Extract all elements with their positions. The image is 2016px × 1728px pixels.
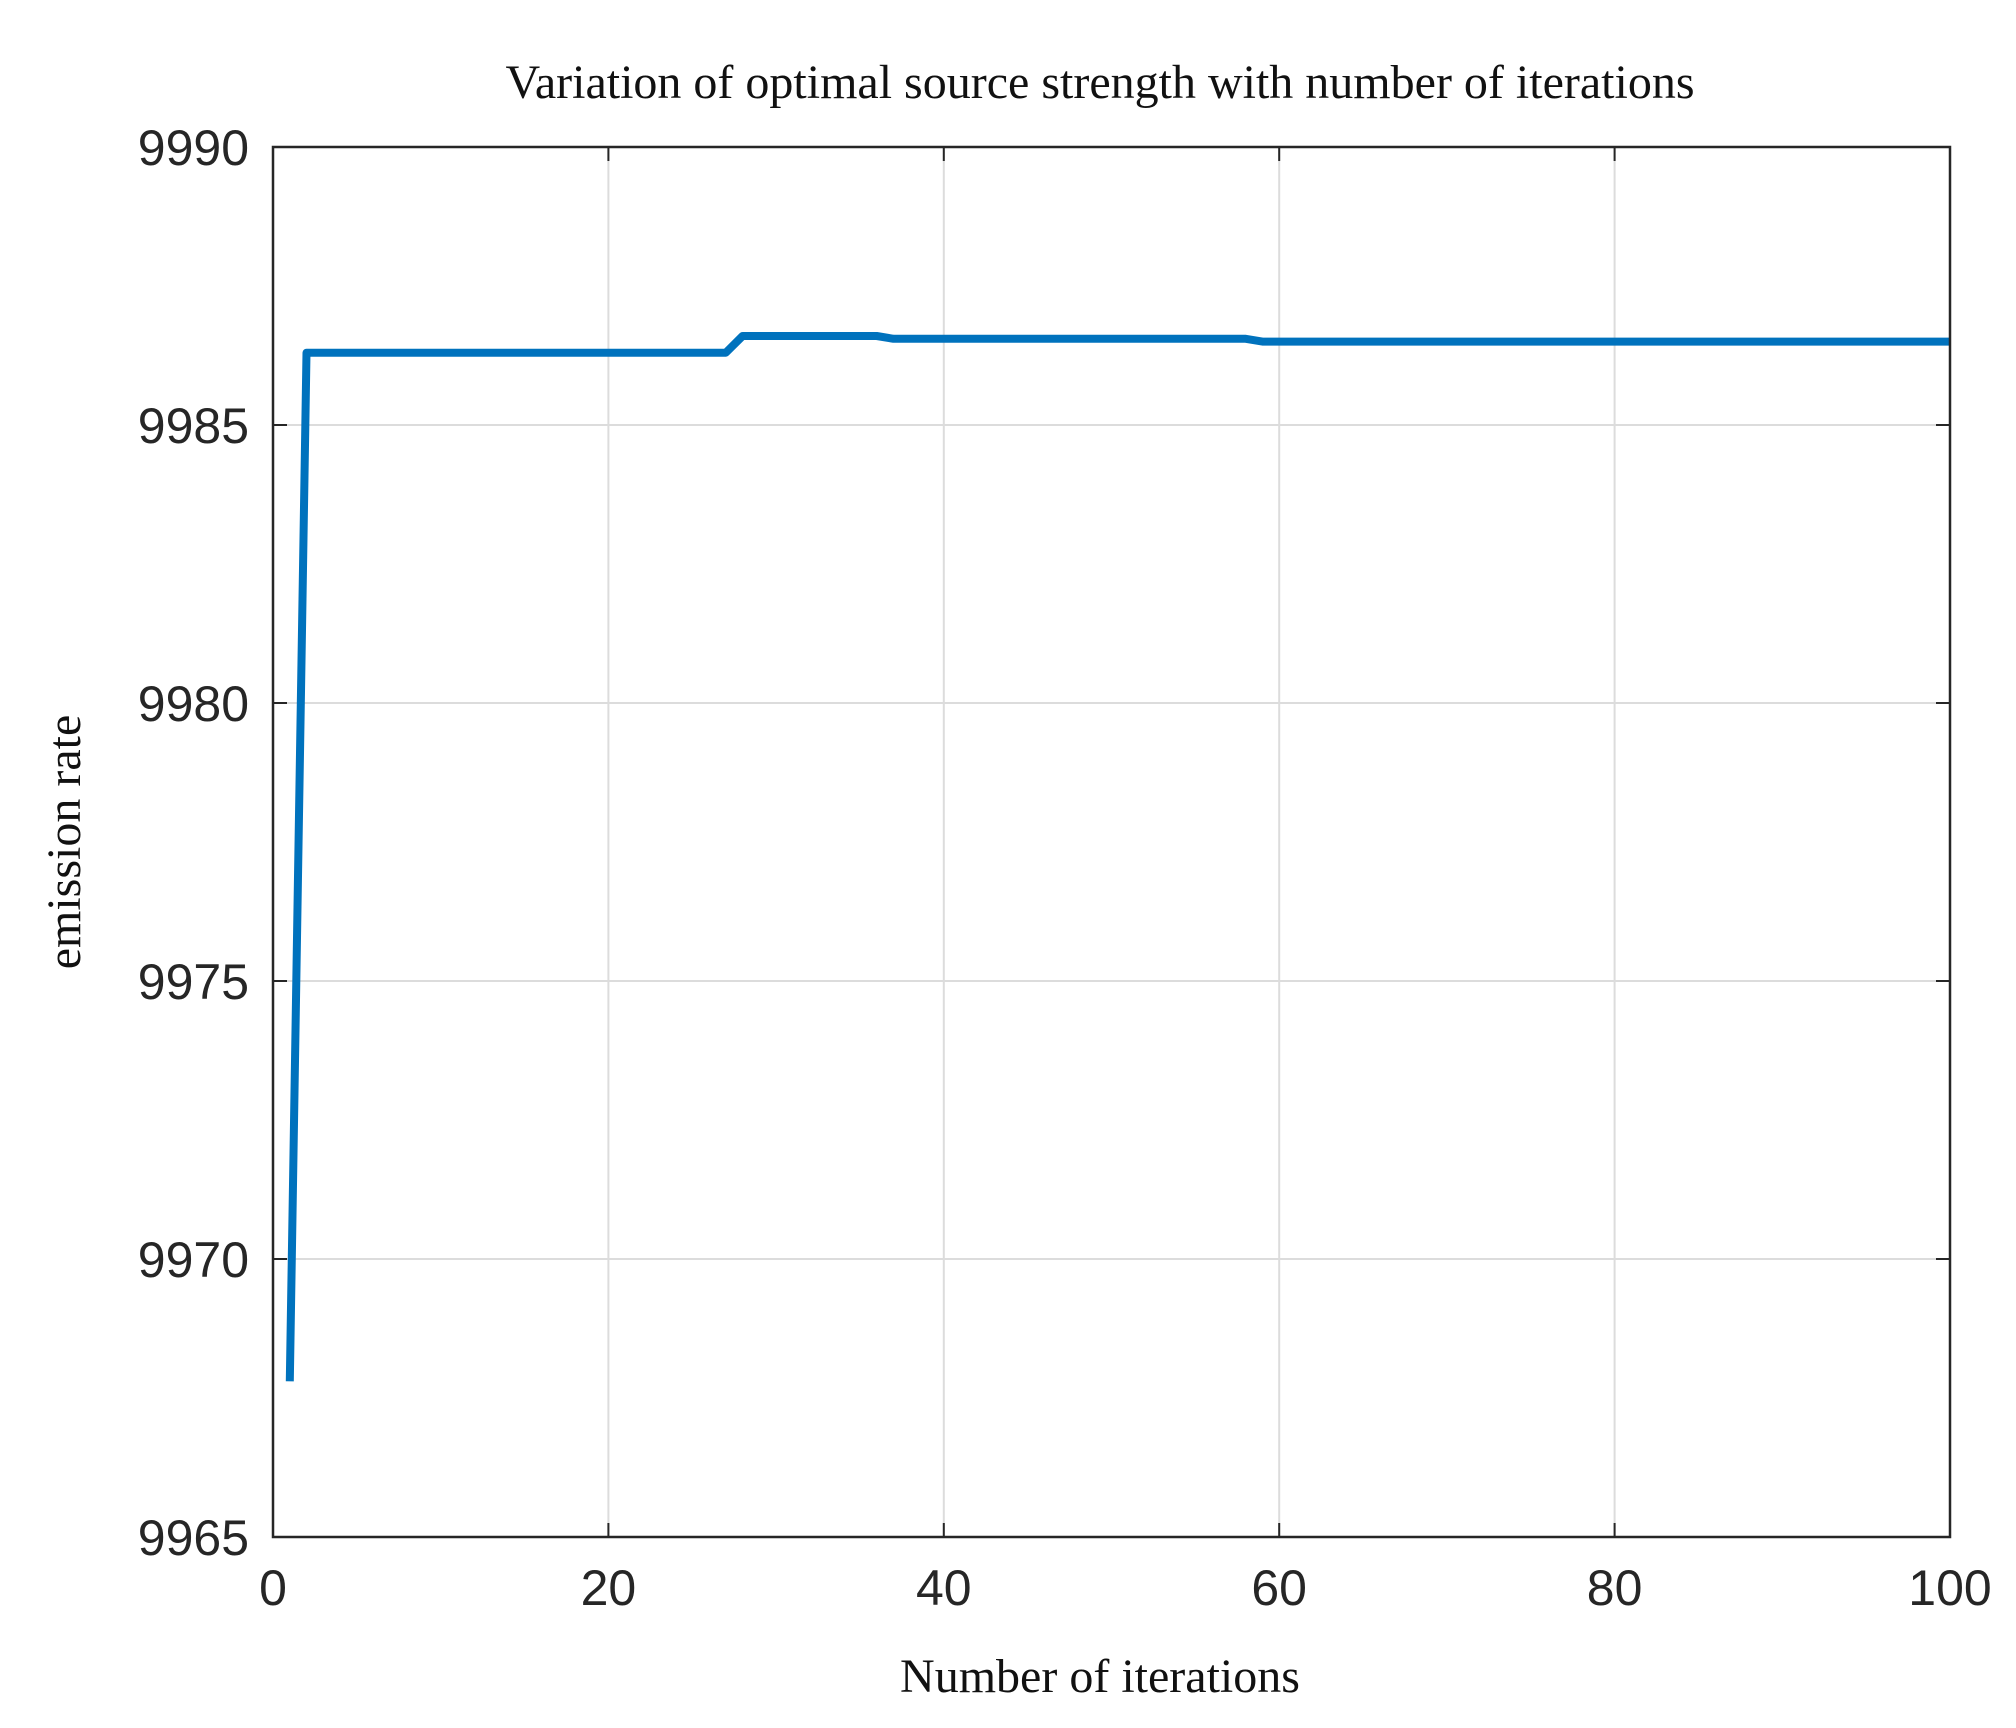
y-tick-label: 9990 (138, 120, 249, 176)
plot-area-frame (271, 145, 1952, 1539)
x-tick-label: 80 (1587, 1560, 1643, 1616)
x-axis-label: Number of iterations (900, 1650, 1300, 1703)
y-tick-label: 9975 (138, 954, 249, 1010)
y-axis-label: emission rate (38, 715, 91, 970)
x-tick-label: 60 (1251, 1560, 1307, 1616)
x-tick-label: 100 (1908, 1560, 1991, 1616)
chart-title: Variation of optimal source strength wit… (505, 56, 1694, 109)
x-tick-label: 40 (916, 1560, 972, 1616)
y-tick-label: 9985 (138, 398, 249, 454)
grid-lines (273, 147, 1950, 1537)
y-tick-label: 9980 (138, 676, 249, 732)
x-tick-label: 20 (581, 1560, 637, 1616)
series-line (285, 332, 1950, 1382)
tick-marks (272, 146, 1951, 1538)
y-tick-labels: 9965 9970 9975 9980 9985 9990 (138, 120, 249, 1566)
series-layer (285, 332, 1950, 1382)
x-tick-label: 0 (259, 1560, 287, 1616)
y-tick-label: 9970 (138, 1232, 249, 1288)
y-tick-label: 9965 (138, 1510, 249, 1566)
x-tick-labels: 0 20 40 60 80 100 (259, 1560, 1992, 1616)
